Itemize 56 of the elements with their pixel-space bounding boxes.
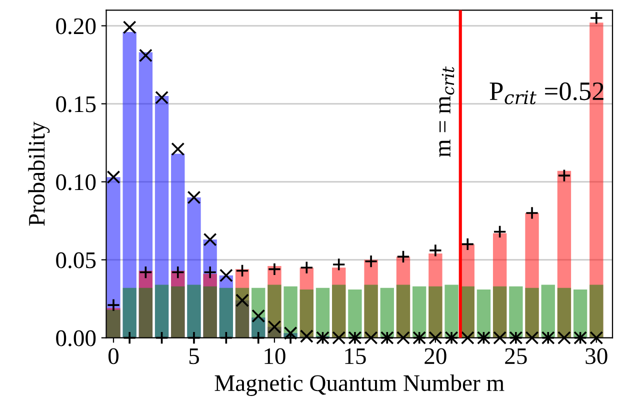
point (155, 90, 168, 104)
point (171, 142, 185, 156)
point (236, 294, 249, 308)
point (493, 331, 507, 345)
point (219, 268, 233, 282)
point (525, 206, 539, 220)
y-tick-label: 0.05 (56, 252, 96, 268)
point (219, 331, 233, 345)
x-tick-label: 0 (108, 348, 118, 364)
point (138, 266, 152, 279)
point (155, 331, 168, 345)
point (203, 266, 217, 279)
point (268, 262, 282, 276)
x-tick-label: 25 (505, 348, 527, 364)
x-tick-label: 20 (424, 348, 446, 364)
point (332, 258, 346, 272)
y-axis-title: Probability (28, 122, 50, 226)
point (557, 168, 571, 182)
point (236, 264, 249, 278)
ref-line-label: m = m$_{crit}$ (439, 66, 454, 158)
point (300, 330, 314, 343)
point (396, 250, 410, 264)
point (138, 48, 152, 62)
point (106, 298, 120, 312)
point (396, 331, 410, 345)
point (122, 20, 136, 34)
point (122, 331, 136, 345)
point (364, 254, 378, 268)
point (428, 244, 442, 258)
x-axis-title: Magnetic Quantum Number m (214, 374, 504, 396)
y-tick-label: 0.10 (56, 174, 96, 190)
point (460, 237, 474, 251)
x-tick-label: 10 (264, 348, 286, 364)
y-tick-label: 0.20 (56, 18, 96, 34)
point (252, 309, 266, 323)
point (300, 260, 314, 274)
x-tick-label: 15 (345, 348, 366, 364)
point (428, 331, 442, 345)
point (590, 11, 604, 25)
point (268, 320, 282, 334)
point (557, 331, 571, 345)
x-tick-label: 30 (586, 348, 608, 364)
x-tick-label: 5 (189, 348, 199, 364)
point (493, 225, 507, 238)
point (332, 331, 346, 345)
point (460, 331, 474, 345)
y-tick-label: 0.15 (56, 96, 96, 112)
point (590, 331, 604, 345)
point (252, 331, 266, 345)
point (525, 331, 539, 345)
point (364, 331, 378, 345)
point (203, 232, 217, 246)
annotation: P$_{crit}$ =0.52 (490, 82, 604, 104)
point (187, 190, 201, 204)
y-tick-label: 0.00 (56, 330, 96, 346)
point (171, 266, 185, 279)
